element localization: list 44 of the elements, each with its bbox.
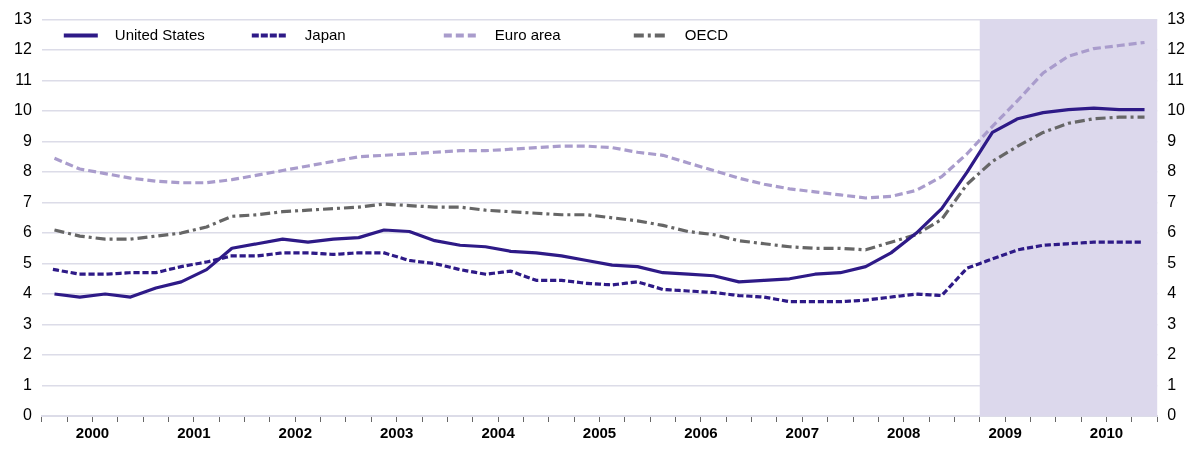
y-tick-label: 8 [22, 162, 32, 180]
y2-tick-label: 0 [1167, 406, 1177, 424]
y-tick-label: 0 [22, 406, 32, 424]
x-tick-label: 2010 [1089, 424, 1124, 442]
legend-label: Japan [304, 25, 346, 43]
x-tick-label: 2008 [887, 424, 921, 442]
y-tick-label: 7 [22, 192, 32, 210]
x-tick-label: 2005 [582, 424, 617, 442]
line-series [52, 115, 1147, 252]
x-tick-label: 2006 [684, 424, 718, 442]
y-tick-label: 10 [14, 101, 32, 119]
y2-tick-label: 11 [1167, 70, 1184, 88]
y-tick-label: 4 [22, 284, 32, 302]
y2-tick-label: 4 [1167, 284, 1177, 302]
x-tick-label: 2003 [380, 424, 414, 442]
legend-label: United States [114, 25, 205, 43]
y-tick-label: 11 [15, 70, 32, 88]
x-tick-label: 2007 [785, 424, 819, 442]
y2-tick-label: 3 [1167, 314, 1177, 332]
x-tick-label: 2002 [278, 424, 312, 442]
y-tick-label: 5 [22, 253, 32, 271]
x-tick-label: 2004 [481, 424, 516, 442]
y2-tick-label: 6 [1167, 223, 1177, 241]
x-tick-label: 2001 [177, 424, 211, 442]
y2-tick-label: 5 [1167, 253, 1177, 271]
y2-tick-label: 7 [1167, 192, 1177, 210]
y-tick-label: 1 [22, 375, 32, 393]
y-tick-label: 6 [22, 223, 32, 241]
y2-tick-label: 8 [1167, 162, 1177, 180]
legend-label: OECD [684, 25, 729, 43]
y-tick-label: 2 [22, 345, 32, 363]
y2-tick-label: 10 [1167, 101, 1186, 119]
y2-tick-label: 12 [1167, 40, 1186, 58]
y2-tick-label: 13 [1167, 10, 1186, 28]
x-tick-label: 2009 [988, 424, 1022, 442]
legend-label: Euro area [494, 25, 562, 43]
y2-tick-label: 1 [1167, 375, 1177, 393]
y-tick-label: 13 [14, 10, 32, 28]
y-tick-label: 9 [22, 131, 32, 149]
y2-tick-label: 9 [1167, 131, 1177, 149]
y-tick-label: 12 [14, 40, 32, 58]
y2-tick-label: 2 [1167, 345, 1177, 363]
y-tick-label: 3 [22, 314, 32, 332]
x-tick-label: 2000 [75, 424, 110, 442]
